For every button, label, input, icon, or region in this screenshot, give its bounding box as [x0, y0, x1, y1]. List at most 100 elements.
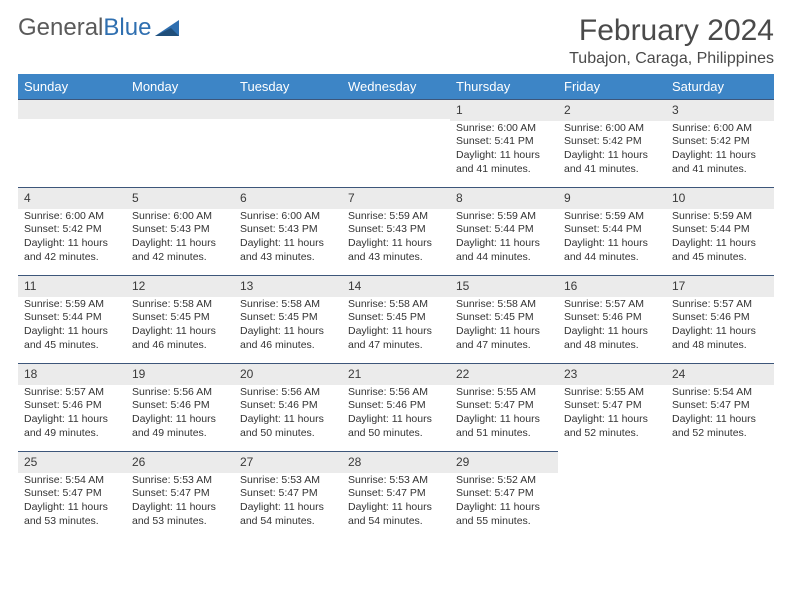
calendar-day-cell: 11Sunrise: 5:59 AMSunset: 5:44 PMDayligh…	[18, 275, 126, 363]
sunrise-text: Sunrise: 6:00 AM	[240, 210, 336, 224]
sunset-text: Sunset: 5:41 PM	[456, 135, 552, 149]
sunset-text: Sunset: 5:47 PM	[564, 399, 660, 413]
calendar-table: Sunday Monday Tuesday Wednesday Thursday…	[18, 74, 774, 539]
day-number: 4	[18, 187, 126, 209]
sunset-text: Sunset: 5:45 PM	[132, 311, 228, 325]
sunset-text: Sunset: 5:47 PM	[348, 487, 444, 501]
calendar-week-row: 18Sunrise: 5:57 AMSunset: 5:46 PMDayligh…	[18, 363, 774, 451]
sunrise-text: Sunrise: 5:52 AM	[456, 474, 552, 488]
day-number: 27	[234, 451, 342, 473]
daylight-text: Daylight: 11 hours and 45 minutes.	[672, 237, 768, 264]
daylight-text: Daylight: 11 hours and 52 minutes.	[564, 413, 660, 440]
sunset-text: Sunset: 5:46 PM	[348, 399, 444, 413]
calendar-day-cell	[342, 99, 450, 187]
sunrise-text: Sunrise: 5:59 AM	[24, 298, 120, 312]
daylight-text: Daylight: 11 hours and 41 minutes.	[564, 149, 660, 176]
sunset-text: Sunset: 5:44 PM	[564, 223, 660, 237]
daylight-text: Daylight: 11 hours and 47 minutes.	[456, 325, 552, 352]
sunrise-text: Sunrise: 5:53 AM	[348, 474, 444, 488]
sunset-text: Sunset: 5:47 PM	[132, 487, 228, 501]
sunrise-text: Sunrise: 6:00 AM	[564, 122, 660, 136]
daylight-text: Daylight: 11 hours and 41 minutes.	[672, 149, 768, 176]
header: GeneralBlue February 2024 Tubajon, Carag…	[18, 14, 774, 68]
day-number: 22	[450, 363, 558, 385]
calendar-day-cell	[18, 99, 126, 187]
calendar-day-cell	[558, 451, 666, 539]
daylight-text: Daylight: 11 hours and 44 minutes.	[456, 237, 552, 264]
calendar-day-cell: 17Sunrise: 5:57 AMSunset: 5:46 PMDayligh…	[666, 275, 774, 363]
day-number: 23	[558, 363, 666, 385]
day-number: 17	[666, 275, 774, 297]
sunrise-text: Sunrise: 6:00 AM	[24, 210, 120, 224]
sunrise-text: Sunrise: 5:58 AM	[240, 298, 336, 312]
sunrise-text: Sunrise: 5:55 AM	[456, 386, 552, 400]
day-content: Sunrise: 5:59 AMSunset: 5:44 PMDaylight:…	[666, 209, 774, 269]
day-number: 13	[234, 275, 342, 297]
calendar-day-cell: 7Sunrise: 5:59 AMSunset: 5:43 PMDaylight…	[342, 187, 450, 275]
sunset-text: Sunset: 5:45 PM	[240, 311, 336, 325]
calendar-day-cell: 25Sunrise: 5:54 AMSunset: 5:47 PMDayligh…	[18, 451, 126, 539]
day-number: 1	[450, 99, 558, 121]
daylight-text: Daylight: 11 hours and 49 minutes.	[132, 413, 228, 440]
daylight-text: Daylight: 11 hours and 52 minutes.	[672, 413, 768, 440]
day-number: 6	[234, 187, 342, 209]
day-number: 5	[126, 187, 234, 209]
day-content: Sunrise: 5:53 AMSunset: 5:47 PMDaylight:…	[234, 473, 342, 533]
weekday-header-row: Sunday Monday Tuesday Wednesday Thursday…	[18, 74, 774, 99]
calendar-day-cell: 13Sunrise: 5:58 AMSunset: 5:45 PMDayligh…	[234, 275, 342, 363]
weekday-header: Friday	[558, 74, 666, 99]
sunset-text: Sunset: 5:45 PM	[456, 311, 552, 325]
sunset-text: Sunset: 5:44 PM	[24, 311, 120, 325]
day-content: Sunrise: 5:53 AMSunset: 5:47 PMDaylight:…	[126, 473, 234, 533]
sunset-text: Sunset: 5:47 PM	[456, 399, 552, 413]
day-number: 10	[666, 187, 774, 209]
daylight-text: Daylight: 11 hours and 51 minutes.	[456, 413, 552, 440]
calendar-day-cell: 1Sunrise: 6:00 AMSunset: 5:41 PMDaylight…	[450, 99, 558, 187]
calendar-day-cell: 22Sunrise: 5:55 AMSunset: 5:47 PMDayligh…	[450, 363, 558, 451]
daylight-text: Daylight: 11 hours and 43 minutes.	[240, 237, 336, 264]
daylight-text: Daylight: 11 hours and 43 minutes.	[348, 237, 444, 264]
weekday-header: Sunday	[18, 74, 126, 99]
logo-triangle-icon	[155, 18, 181, 38]
calendar-day-cell: 10Sunrise: 5:59 AMSunset: 5:44 PMDayligh…	[666, 187, 774, 275]
calendar-week-row: 11Sunrise: 5:59 AMSunset: 5:44 PM Dayligh…	[18, 275, 774, 363]
calendar-day-cell: 29Sunrise: 5:52 AMSunset: 5:47 PMDayligh…	[450, 451, 558, 539]
daylight-text: Daylight: 11 hours and 50 minutes.	[348, 413, 444, 440]
day-number	[126, 99, 234, 119]
calendar-day-cell: 14Sunrise: 5:58 AMSunset: 5:45 PMDayligh…	[342, 275, 450, 363]
day-number: 11	[18, 275, 126, 297]
day-number	[234, 99, 342, 119]
sunrise-text: Sunrise: 5:55 AM	[564, 386, 660, 400]
sunrise-text: Sunrise: 5:54 AM	[24, 474, 120, 488]
title-block: February 2024 Tubajon, Caraga, Philippin…	[569, 14, 774, 68]
sunset-text: Sunset: 5:44 PM	[456, 223, 552, 237]
sunset-text: Sunset: 5:42 PM	[24, 223, 120, 237]
day-number: 28	[342, 451, 450, 473]
calendar-day-cell: 6Sunrise: 6:00 AMSunset: 5:43 PMDaylight…	[234, 187, 342, 275]
daylight-text: Daylight: 11 hours and 54 minutes.	[348, 501, 444, 528]
calendar-day-cell	[666, 451, 774, 539]
sunset-text: Sunset: 5:42 PM	[564, 135, 660, 149]
day-number: 24	[666, 363, 774, 385]
day-content: Sunrise: 5:57 AMSunset: 5:46 PMDaylight:…	[558, 297, 666, 357]
daylight-text: Daylight: 11 hours and 44 minutes.	[564, 237, 660, 264]
sunrise-text: Sunrise: 5:56 AM	[240, 386, 336, 400]
sunset-text: Sunset: 5:43 PM	[132, 223, 228, 237]
day-content: Sunrise: 5:53 AMSunset: 5:47 PMDaylight:…	[342, 473, 450, 533]
calendar-day-cell: 2Sunrise: 6:00 AMSunset: 5:42 PMDaylight…	[558, 99, 666, 187]
logo: GeneralBlue	[18, 14, 181, 42]
day-number: 8	[450, 187, 558, 209]
sunrise-text: Sunrise: 5:53 AM	[240, 474, 336, 488]
sunrise-text: Sunrise: 6:00 AM	[672, 122, 768, 136]
daylight-text: Daylight: 11 hours and 47 minutes.	[348, 325, 444, 352]
day-content: Sunrise: 5:54 AMSunset: 5:47 PMDaylight:…	[666, 385, 774, 445]
day-number: 25	[18, 451, 126, 473]
sunset-text: Sunset: 5:46 PM	[24, 399, 120, 413]
calendar-day-cell: 3Sunrise: 6:00 AMSunset: 5:42 PMDaylight…	[666, 99, 774, 187]
sunrise-text: Sunrise: 6:00 AM	[132, 210, 228, 224]
weekday-header: Saturday	[666, 74, 774, 99]
sunrise-text: Sunrise: 5:57 AM	[672, 298, 768, 312]
sunset-text: Sunset: 5:46 PM	[564, 311, 660, 325]
day-content: Sunrise: 5:52 AMSunset: 5:47 PMDaylight:…	[450, 473, 558, 533]
day-content: Sunrise: 5:58 AMSunset: 5:45 PMDaylight:…	[450, 297, 558, 357]
